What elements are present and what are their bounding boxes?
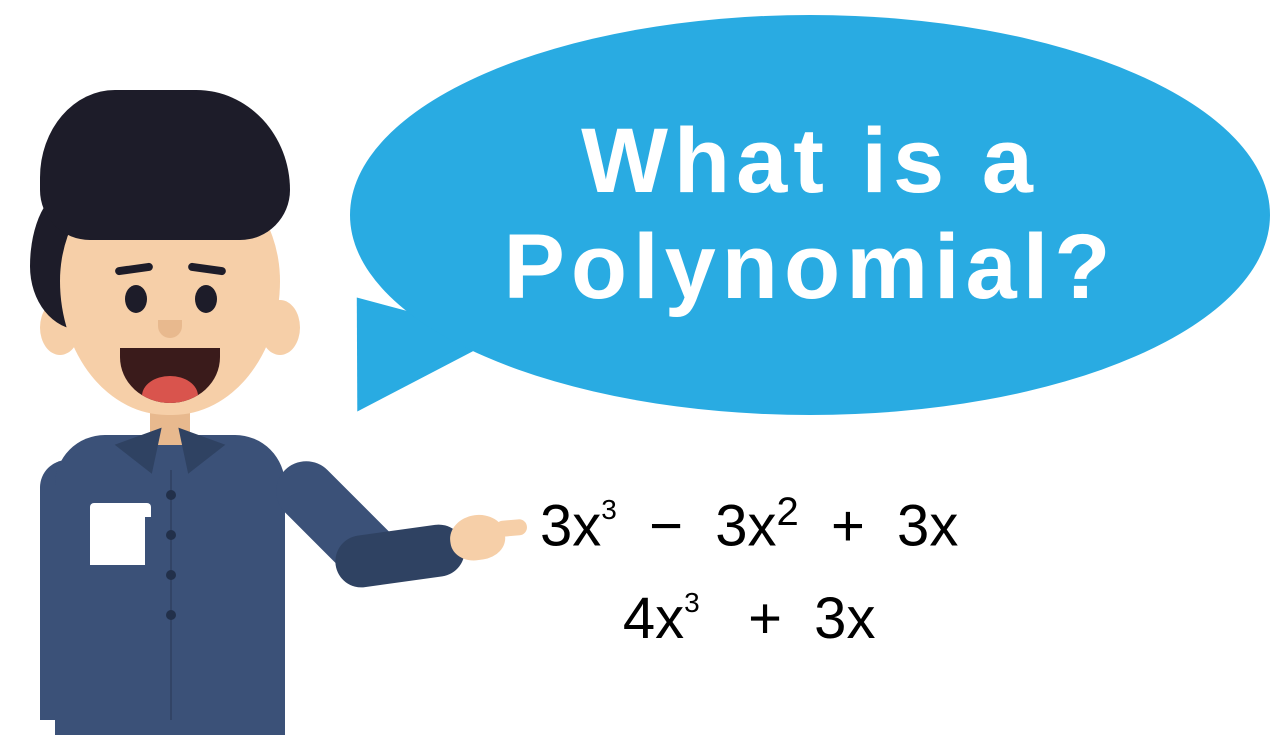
speech-bubble-text: What is a Polynomial? <box>504 109 1117 321</box>
eq1-t2-coef: 3 <box>715 493 747 558</box>
shirt-pocket <box>90 515 145 565</box>
eq1-t1-var: x <box>572 493 601 558</box>
eq2-t1-var: x <box>655 586 684 651</box>
equations-block: 3x3 − 3x2 + 3x 4x3 + 3x <box>540 490 958 678</box>
eq1-t1-exp: 3 <box>601 494 617 525</box>
eq1-t2-var: x <box>747 493 776 558</box>
eq2-t2-coef: 3 <box>814 586 846 651</box>
infographic-stage: What is a Polynomial? 3x3 − 3x2 + 3x 4x3… <box>0 0 1280 720</box>
shirt-button <box>166 610 176 620</box>
eq1-t3-coef: 3 <box>897 493 929 558</box>
bubble-line-2: Polynomial? <box>504 216 1117 318</box>
tongue <box>142 376 198 403</box>
equation-2: 4x3 + 3x <box>540 585 958 652</box>
eq1-t2-exp: 2 <box>776 490 798 534</box>
eq2-t1-coef: 4 <box>623 586 655 651</box>
eq1-t1-coef: 3 <box>540 493 572 558</box>
eye-right <box>195 285 217 313</box>
bubble-line-1: What is a <box>581 110 1039 212</box>
eq1-t3-var: x <box>929 493 958 558</box>
eq2-t1-exp: 3 <box>684 587 700 618</box>
eye-left <box>125 285 147 313</box>
pointing-finger <box>494 519 527 538</box>
shirt-button <box>166 490 176 500</box>
speech-bubble-ellipse: What is a Polynomial? <box>350 15 1270 415</box>
eq1-op1: − <box>649 493 683 558</box>
speech-bubble: What is a Polynomial? <box>310 15 1270 445</box>
cartoon-character <box>0 90 430 730</box>
hair <box>40 90 290 240</box>
eq1-op2: + <box>831 493 865 558</box>
shirt-button <box>166 570 176 580</box>
shirt-button <box>166 530 176 540</box>
equation-1: 3x3 − 3x2 + 3x <box>540 490 958 559</box>
shirt-seam <box>170 470 172 720</box>
eq2-t2-var: x <box>846 586 875 651</box>
eq2-op1: + <box>748 586 782 651</box>
